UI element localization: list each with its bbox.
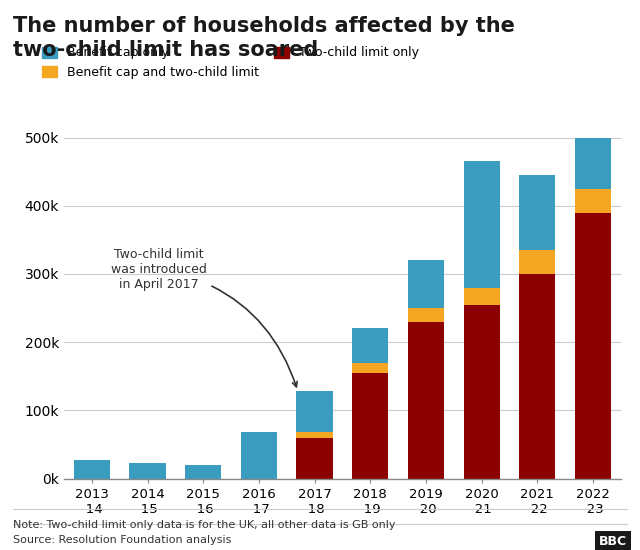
Bar: [352, 373, 388, 478]
Bar: [463, 305, 500, 478]
Bar: [408, 322, 444, 478]
Bar: [74, 460, 110, 478]
Bar: [129, 464, 166, 478]
Bar: [463, 288, 500, 305]
Legend: Benefit cap only, Benefit cap and two-child limit, Two-child limit only: Benefit cap only, Benefit cap and two-ch…: [37, 41, 424, 84]
Bar: [575, 117, 611, 189]
Bar: [352, 328, 388, 362]
Bar: [463, 161, 500, 288]
Text: The number of households affected by the
two-child limit has soared: The number of households affected by the…: [13, 16, 515, 60]
Bar: [575, 189, 611, 212]
Bar: [296, 391, 333, 432]
Text: BBC: BBC: [599, 535, 627, 548]
Text: Two-child limit
was introduced
in April 2017: Two-child limit was introduced in April …: [111, 248, 297, 387]
Text: Source: Resolution Foundation analysis: Source: Resolution Foundation analysis: [13, 535, 231, 544]
Bar: [519, 274, 556, 478]
Text: Note: Two-child limit only data is for the UK, all other data is GB only: Note: Two-child limit only data is for t…: [13, 520, 396, 530]
Bar: [408, 260, 444, 308]
Bar: [185, 465, 221, 478]
Bar: [296, 432, 333, 438]
Bar: [352, 362, 388, 373]
Bar: [296, 438, 333, 478]
Bar: [408, 308, 444, 322]
Bar: [575, 212, 611, 478]
Bar: [519, 175, 556, 250]
Bar: [241, 432, 277, 478]
Bar: [519, 250, 556, 274]
